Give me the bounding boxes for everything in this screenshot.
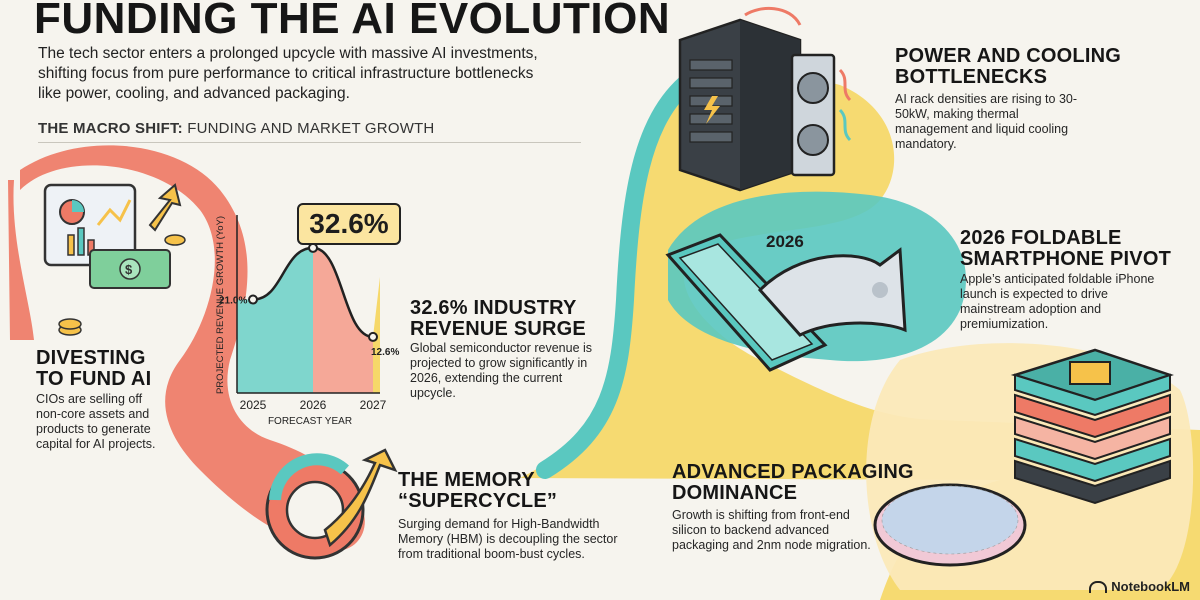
macro-shift-bold: THE MACRO SHIFT: xyxy=(38,120,183,137)
data-label-2027: 12.6% xyxy=(371,347,399,358)
memory-body: Surging demand for High-Bandwidth Memory… xyxy=(398,517,618,561)
x-tick-2027: 2027 xyxy=(360,398,387,412)
coral-ribbon xyxy=(20,145,365,551)
divesting-body: CIOs are selling off non-core assets and… xyxy=(36,392,156,451)
foldable-phone-icon xyxy=(665,233,907,372)
foldable-title: 2026 FOLDABLE SMARTPHONE PIVOT xyxy=(960,227,1171,270)
notebooklm-logo-icon xyxy=(1089,580,1108,593)
cycle-arrows-icon xyxy=(265,448,398,560)
teal-ribbon xyxy=(536,71,699,479)
chip-stack-icon xyxy=(1010,348,1174,505)
data-point-2025 xyxy=(248,294,258,305)
power-body: AI rack densities are rising to 30-50kW,… xyxy=(895,92,1078,151)
revenue-body: Global semiconductor revenue is projecte… xyxy=(410,341,593,400)
macro-shift-rest: FUNDING AND MARKET GROWTH xyxy=(182,120,435,137)
highlight-callout: 32.6% xyxy=(297,203,401,245)
foldable-body: Apple’s anticipated foldable iPhone laun… xyxy=(960,272,1155,331)
page-title: FUNDING THE AI EVOLUTION xyxy=(34,0,671,43)
monitor-money-icon: $ xyxy=(43,183,186,336)
svg-text:$: $ xyxy=(125,262,133,277)
revenue-title: 32.6% INDUSTRY REVENUE SURGE xyxy=(410,297,586,340)
wafer-icon xyxy=(873,483,1027,567)
server-rack-icon xyxy=(678,6,852,192)
x-tick-2026: 2026 xyxy=(300,398,327,412)
data-point-2026 xyxy=(308,242,318,253)
packaging-body: Growth is shifting from front-end silico… xyxy=(672,508,871,552)
heading-divider xyxy=(38,142,581,143)
notebooklm-brand: NotebookLM xyxy=(1089,579,1190,594)
power-title: POWER AND COOLING BOTTLENECKS xyxy=(895,45,1121,88)
data-point-2027 xyxy=(368,331,378,342)
x-axis-label: FORECAST YEAR xyxy=(268,416,352,427)
intro-text: The tech sector enters a prolonged upcyc… xyxy=(38,45,538,102)
brand-label: NotebookLM xyxy=(1111,579,1190,594)
y-axis-label: PROJECTED REVENUE GROWTH (YoY) xyxy=(215,216,226,394)
macro-shift-heading: THE MACRO SHIFT: FUNDING AND MARKET GROW… xyxy=(38,120,434,137)
divesting-title: DIVESTING TO FUND AI xyxy=(36,347,152,390)
packaging-title: ADVANCED PACKAGING DOMINANCE xyxy=(672,461,914,504)
memory-title: THE MEMORY “SUPERCYCLE” xyxy=(398,469,558,512)
data-label-2025: 21.0% xyxy=(219,296,247,307)
x-tick-2025: 2025 xyxy=(240,398,267,412)
foldable-year-label: 2026 xyxy=(766,232,804,251)
